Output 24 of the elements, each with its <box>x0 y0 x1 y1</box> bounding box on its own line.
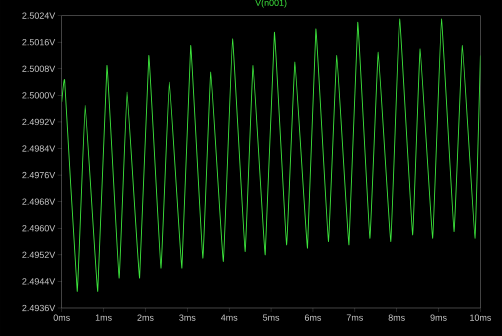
y-tick-label: 2.5000V <box>22 92 56 98</box>
x-tick-label: 8ms <box>388 314 405 321</box>
y-tick-label: 2.4944V <box>22 278 56 285</box>
y-tick-label: 2.4960V <box>22 225 56 232</box>
y-tick-label: 2.4968V <box>22 198 56 205</box>
x-tick-label: 9ms <box>430 314 447 321</box>
x-tick-label: 10ms <box>470 314 492 321</box>
y-tick-label: 2.4992V <box>22 118 56 126</box>
y-tick-label: 2.5008V <box>22 66 56 72</box>
line-series <box>62 18 480 292</box>
y-tick-label: 2.5024V <box>22 12 56 19</box>
y-tick-label: 2.4976V <box>22 172 56 178</box>
x-tick-label: 1ms <box>96 314 112 321</box>
y-tick-label: 2.4984V <box>22 145 56 152</box>
x-tick-label: 5ms <box>262 314 280 321</box>
x-tick-label: 3ms <box>179 314 196 321</box>
x-tick-label: 7ms <box>346 314 363 321</box>
y-tick-label: 2.4952V <box>22 252 56 258</box>
y-tick-label: 2.5016V <box>22 38 56 46</box>
x-tick-label: 2ms <box>137 314 154 321</box>
x-tick-label: 6ms <box>304 314 322 321</box>
x-tick-label: 4ms <box>220 314 238 321</box>
x-tick-label: 0ms <box>54 314 70 321</box>
y-tick-label: 2.4936V <box>22 304 56 312</box>
